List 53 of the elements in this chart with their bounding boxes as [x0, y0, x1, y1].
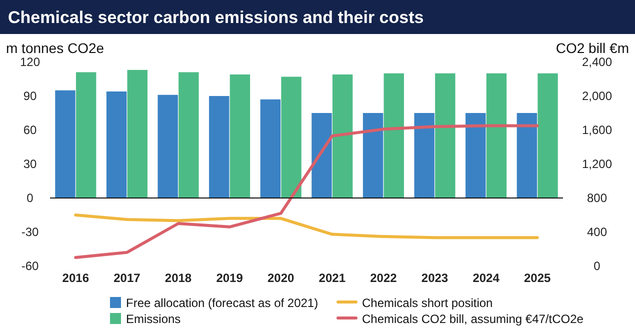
y2-axis-title: CO2 bill €m: [556, 40, 629, 56]
legend-label: Free allocation (forecast as of 2021): [126, 296, 318, 310]
bar: [158, 94, 178, 198]
bar: [178, 72, 199, 198]
bar: [414, 113, 434, 198]
x-tick-label: 2025: [524, 271, 552, 285]
y-tick-label: 90: [23, 89, 37, 103]
x-tick-label: 2016: [62, 271, 90, 285]
x-tick-label: 2022: [370, 271, 398, 285]
bar: [384, 73, 404, 198]
y-tick-label: -30: [21, 225, 39, 239]
y2-tick-label: 1,600: [582, 123, 612, 137]
y-tick-label: 30: [23, 157, 37, 171]
bar: [516, 113, 538, 198]
bar: [127, 70, 148, 198]
y-tick-label: 120: [20, 55, 40, 69]
y2-tick-label: 1,200: [582, 157, 612, 171]
bar: [281, 76, 302, 198]
x-tick-label: 2019: [216, 271, 244, 285]
line-series: [74, 214, 539, 240]
y-tick-label: -60: [21, 259, 39, 273]
y-tick-label: 60: [23, 123, 37, 137]
x-tick-label: 2024: [472, 271, 500, 285]
y-tick-label: 0: [26, 191, 34, 205]
x-tick-label: 2021: [318, 271, 346, 285]
legend-label: Chemicals CO2 bill, assuming €47/tCO2e: [362, 312, 584, 326]
bar: [466, 113, 486, 198]
line-series: [74, 124, 539, 259]
bar: [55, 90, 76, 198]
bar: [312, 113, 332, 198]
bar: [332, 74, 353, 198]
bar: [76, 72, 96, 198]
chart-title: Chemicals sector carbon emissions and their costs: [8, 8, 424, 27]
y2-tick-label: 0: [594, 259, 601, 273]
x-tick-label: 2018: [164, 271, 192, 285]
legend-label: Emissions: [126, 312, 181, 326]
bar: [209, 96, 230, 198]
bar: [362, 113, 384, 198]
bar: [486, 73, 507, 198]
bar: [260, 99, 281, 198]
x-tick-label: 2023: [421, 271, 448, 285]
y2-tick-label: 2,000: [582, 89, 612, 103]
legend-label: Chemicals short position: [362, 296, 493, 310]
x-tick-label: 2017: [114, 271, 141, 285]
x-tick-label: 2020: [268, 271, 295, 285]
bar: [538, 73, 558, 198]
y2-tick-label: 400: [586, 225, 608, 239]
bar: [230, 74, 250, 198]
bar: [106, 91, 127, 198]
y2-tick-label: 2,400: [582, 55, 612, 69]
y2-tick-label: 800: [586, 191, 608, 205]
bar: [435, 73, 456, 198]
y-axis-title: m tonnes CO2e: [6, 40, 104, 56]
